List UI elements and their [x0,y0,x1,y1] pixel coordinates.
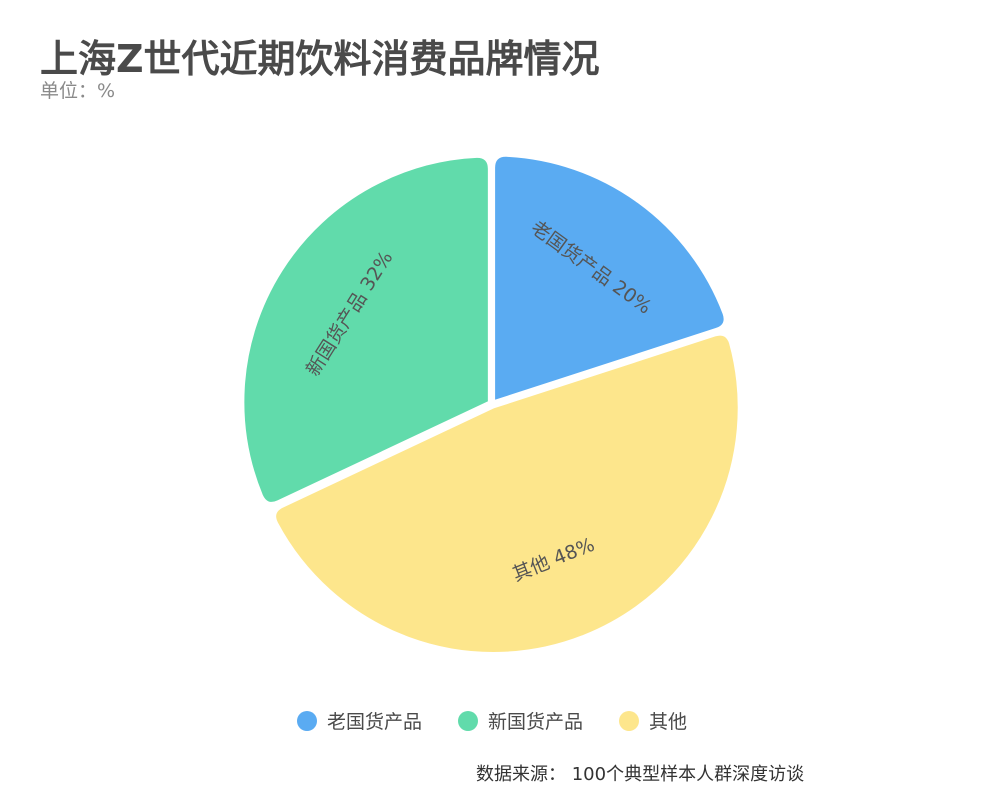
legend-swatch-old-domestic [296,710,317,731]
legend-item-new-domestic[interactable]: 新国货产品 [457,707,583,734]
legend-item-other[interactable]: 其他 [619,707,687,734]
chart-title: 上海Z世代近期饮料消费品牌情况 [40,37,600,81]
legend-swatch-other [619,710,639,731]
unit-label: 单位：% [40,80,116,102]
chart-legend: 老国货产品 新国货产品 其他 [0,707,984,734]
legend-item-old-domestic[interactable]: 老国货产品 [296,707,422,734]
legend-label-old-domestic: 老国货产品 [326,711,422,733]
pie-chart: 老国货产品 20%其他 48%新国货产品 32% [242,155,740,654]
pie-slice-2[interactable] [242,156,490,504]
pie-slice-0[interactable] [493,155,726,402]
legend-label-other: 其他 [649,711,688,733]
pie-slice-1[interactable] [274,334,740,654]
data-source-note: 数据来源： 100个典型样本人群深度访谈 [476,764,805,785]
legend-swatch-new-domestic [457,710,478,731]
legend-label-new-domestic: 新国货产品 [487,711,583,733]
